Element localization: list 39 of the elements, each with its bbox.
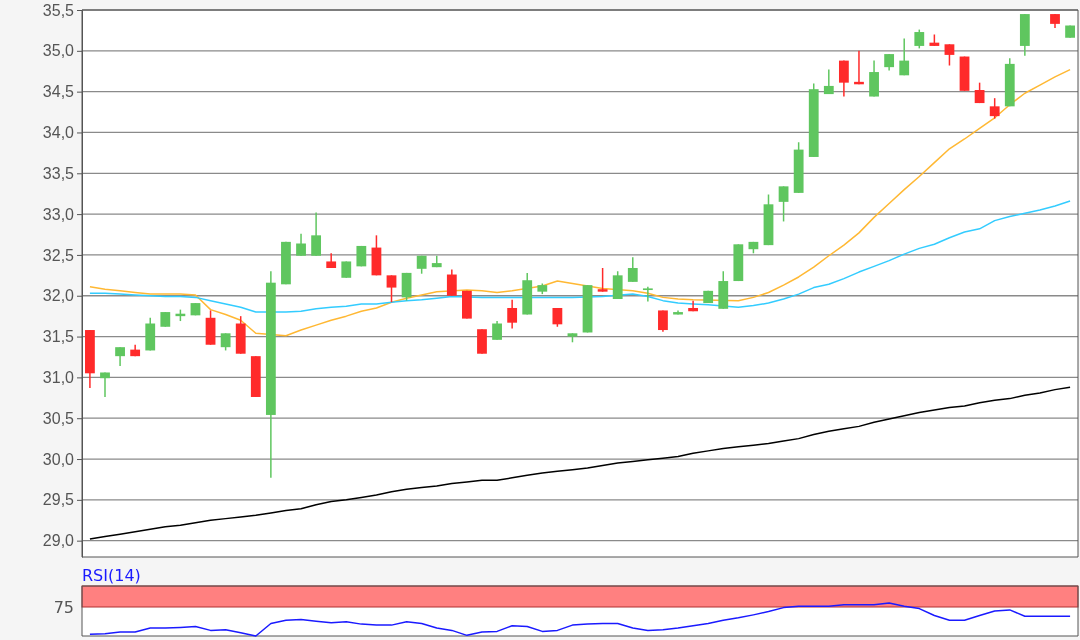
y-tick-label: 35,0: [42, 42, 75, 60]
chart-title: RSI(14): [82, 566, 141, 585]
y-tick-label: 32,0: [42, 287, 75, 305]
candlestick: [100, 371, 110, 398]
candlestick: [899, 37, 910, 77]
y-tick-label: 34,0: [42, 124, 75, 142]
candlestick: [944, 43, 955, 67]
candlestick: [507, 299, 518, 330]
y-tick-label: 30,0: [42, 450, 75, 468]
candlestick: [446, 268, 457, 297]
candlestick: [492, 320, 502, 341]
y-tick-label: 32,5: [42, 246, 75, 264]
y-tick-label: 30,5: [42, 409, 75, 427]
text: 75: [53, 597, 74, 617]
y-tick-label: 33,0: [42, 205, 75, 223]
y-tick-label: 33,5: [42, 164, 75, 182]
line-series: [89, 68, 1071, 337]
candlestick: [612, 270, 623, 300]
candlestick: [597, 267, 608, 293]
y-tick-label: 34,5: [42, 83, 75, 101]
candlestick: [386, 274, 397, 304]
candlestick: [823, 68, 834, 95]
candlestick: [914, 28, 925, 50]
y-tick-label: 31,5: [42, 328, 75, 346]
line-series: [89, 386, 1071, 540]
y-tick-label: 35,5: [42, 1, 75, 19]
y-tick-label: 29,0: [42, 532, 75, 550]
candlestick: [989, 97, 1000, 120]
candlestick: [296, 232, 306, 257]
y-tick-label: 29,5: [42, 491, 75, 509]
candlestick: [658, 309, 668, 333]
y-tick-label: 31,0: [42, 369, 75, 387]
candlestick: [311, 211, 322, 257]
line-series: [89, 200, 1071, 313]
candlestick: [642, 286, 653, 303]
candlestick: [627, 256, 638, 283]
candlestick: [838, 59, 849, 98]
candlestick: [115, 346, 125, 367]
candlestick: [778, 185, 789, 223]
